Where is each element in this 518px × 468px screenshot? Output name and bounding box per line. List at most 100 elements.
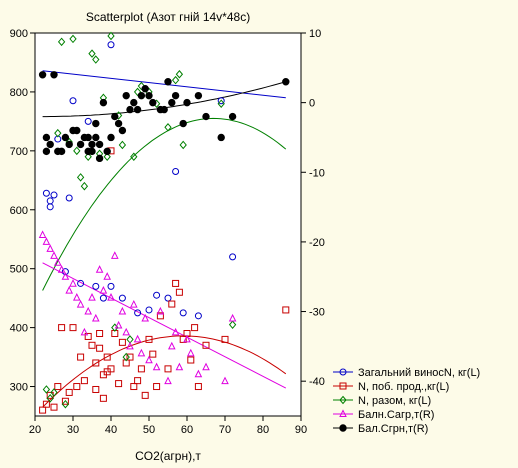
point-series-1 <box>149 350 157 358</box>
point-series-0 <box>42 189 50 197</box>
point-series-2 <box>175 69 184 79</box>
point-series-4 <box>171 91 180 100</box>
point-series-3 <box>122 327 131 336</box>
x-tick-label: 30 <box>67 424 79 436</box>
left-y-tick-label: 700 <box>10 146 28 158</box>
point-series-2 <box>88 49 96 58</box>
point-series-1 <box>126 353 134 361</box>
point-series-1 <box>73 383 81 391</box>
point-series-4 <box>141 85 149 93</box>
point-series-1 <box>118 338 126 346</box>
point-series-4 <box>133 105 142 114</box>
point-series-0 <box>153 291 161 299</box>
point-series-1 <box>153 383 161 391</box>
legend-entry: N, разом, кг(L) <box>358 395 431 407</box>
point-series-1 <box>61 397 69 405</box>
point-series-3 <box>72 293 81 301</box>
point-series-4 <box>122 91 130 100</box>
point-series-2 <box>50 388 58 397</box>
point-series-3 <box>141 313 150 322</box>
x-tick-label: 50 <box>143 424 155 436</box>
point-series-1 <box>221 335 229 343</box>
point-series-3 <box>76 299 85 308</box>
point-series-3 <box>99 286 108 294</box>
legend-marker <box>339 382 347 390</box>
legend-entry: Загальний виносN, кг(L) <box>358 367 480 379</box>
legend-marker <box>339 395 347 405</box>
point-series-1 <box>84 332 92 340</box>
point-series-1 <box>39 406 47 414</box>
point-series-1 <box>282 306 290 314</box>
right-y-tick-label: -40 <box>309 376 325 388</box>
point-series-3 <box>110 251 119 259</box>
point-series-4 <box>194 91 203 100</box>
point-series-4 <box>217 133 225 142</box>
point-series-2 <box>130 152 138 162</box>
point-series-4 <box>137 91 146 100</box>
point-series-0 <box>65 194 73 202</box>
point-series-1 <box>58 324 66 332</box>
point-series-4 <box>92 119 100 128</box>
point-series-2 <box>133 87 142 97</box>
point-series-0 <box>134 309 142 317</box>
point-series-4 <box>145 91 153 100</box>
point-series-3 <box>164 376 172 385</box>
right-y-tick-label: -10 <box>309 167 325 179</box>
point-series-0 <box>217 97 225 105</box>
left-y-tick-label: 500 <box>10 264 28 276</box>
legend: Загальний виносN, кг(L) N, поб. прод.,кг(… <box>333 367 480 435</box>
x-tick-label: 60 <box>181 424 193 436</box>
point-series-3 <box>69 279 77 287</box>
point-series-1 <box>164 365 172 373</box>
point-series-0 <box>107 41 115 49</box>
point-series-3 <box>53 258 62 266</box>
point-series-2 <box>73 146 81 156</box>
point-series-1 <box>175 288 183 296</box>
point-series-3 <box>118 306 127 315</box>
point-series-4 <box>76 140 85 149</box>
right-y-tick-label: -30 <box>309 307 325 319</box>
plot-area <box>34 32 302 417</box>
point-series-1 <box>99 394 107 402</box>
point-series-2 <box>122 352 130 362</box>
data-points <box>38 31 290 414</box>
point-series-3 <box>228 313 237 322</box>
point-series-3 <box>126 341 134 350</box>
point-series-3 <box>171 327 180 336</box>
point-series-3 <box>167 341 176 350</box>
point-series-0 <box>69 97 77 105</box>
point-series-3 <box>91 313 100 322</box>
point-series-4 <box>61 133 70 142</box>
point-series-2 <box>69 34 77 44</box>
point-series-0 <box>172 167 180 175</box>
point-series-3 <box>95 265 104 273</box>
point-series-3 <box>129 299 138 308</box>
point-series-2 <box>228 320 237 329</box>
point-series-4 <box>65 140 73 149</box>
point-series-1 <box>96 344 104 352</box>
point-series-4 <box>228 112 237 121</box>
point-series-2 <box>107 31 115 41</box>
point-series-3 <box>42 237 51 245</box>
point-series-3 <box>65 286 74 294</box>
point-series-3 <box>107 293 115 301</box>
x-tick-label: 20 <box>29 424 41 436</box>
right-y-axis: -40 -30 -20 -10 0 10 <box>301 28 325 388</box>
point-series-3 <box>221 376 229 385</box>
point-series-1 <box>103 353 111 361</box>
point-series-1 <box>107 365 115 373</box>
point-series-3 <box>183 334 191 343</box>
legend-marker <box>339 409 347 417</box>
point-series-4 <box>164 78 172 86</box>
point-series-2 <box>76 173 85 182</box>
point-series-4 <box>160 105 168 114</box>
chart-title: Scatterplot (Азот гній 14v*48c) <box>86 10 250 24</box>
point-series-2 <box>80 181 89 191</box>
point-series-4 <box>50 71 58 79</box>
x-axis: 20 30 40 50 60 70 80 90 <box>29 416 307 436</box>
point-series-4 <box>95 154 104 163</box>
point-series-2 <box>61 399 70 409</box>
x-tick-label: 70 <box>219 424 231 436</box>
x-tick-label: 80 <box>257 424 269 436</box>
point-series-4 <box>103 147 111 156</box>
